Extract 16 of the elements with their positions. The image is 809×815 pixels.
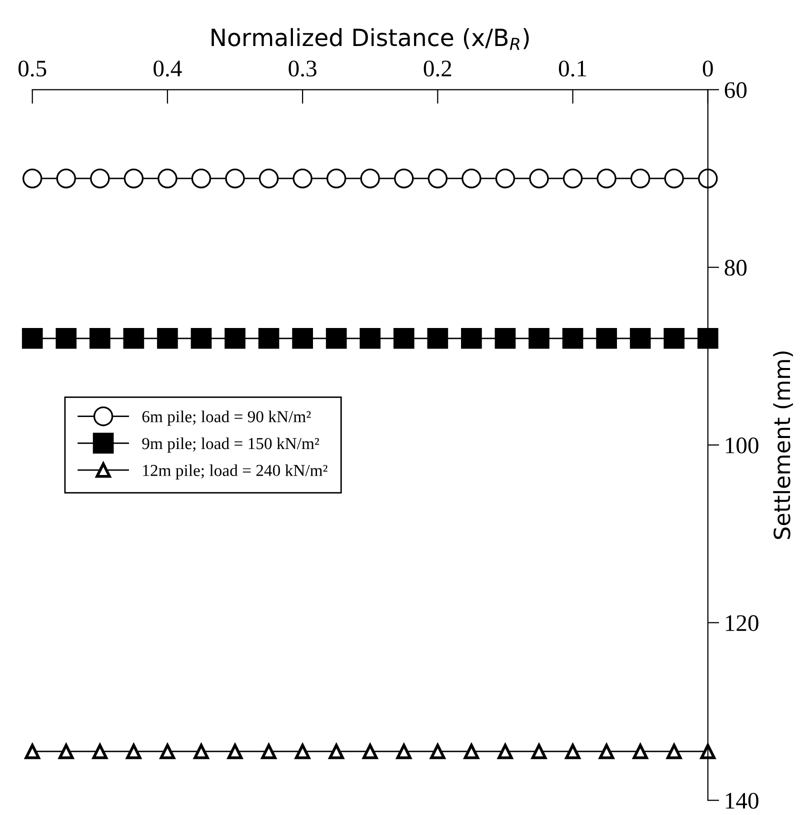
x-tick-label: 0.5 [18,60,46,77]
x-tick-label: 0 [702,60,713,77]
legend-label: 6m pile; load = 90 kN/m² [142,410,311,426]
y-tick-label: 140 [726,792,758,809]
legend-label: 9m pile; load = 150 kN/m² [142,437,320,453]
y-axis-title: Settlement (mm) [773,351,793,539]
x-axis-title: Normalized Distance (x/B$_{R}$) [212,28,529,50]
x-tick-label: 0.3 [288,60,316,77]
y-tick-label: 60 [724,82,747,98]
y-tick-label: 80 [724,260,747,276]
x-tick-label: 0.4 [154,60,182,77]
x-tick-label: 0.2 [424,60,452,77]
y-tick-label: 100 [726,437,758,454]
legend-label: 12m pile; load = 240 kN/m² [143,464,328,480]
y-tick-label: 120 [726,615,758,632]
x-tick-label: 0.1 [558,60,586,77]
